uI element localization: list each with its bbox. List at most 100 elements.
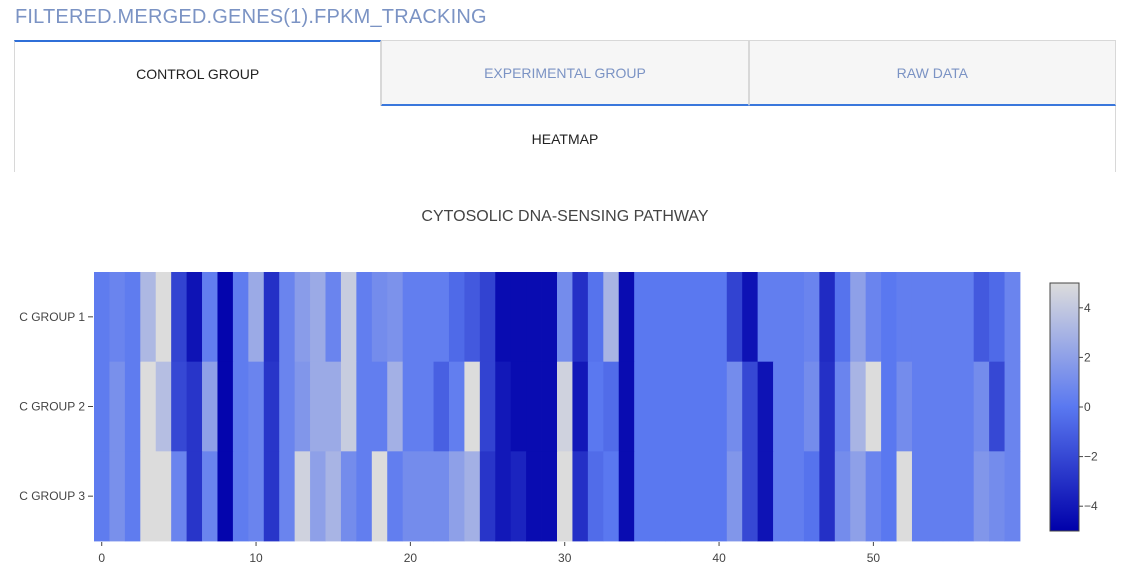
heatmap-cell: [634, 272, 650, 363]
heatmap-cell: [973, 451, 990, 542]
heatmap-cell: [557, 451, 573, 542]
heatmap-cell: [973, 272, 990, 363]
chart-title: CYTOSOLIC DNA-SENSING PATHWAY: [421, 208, 708, 225]
colorbar-tick-label: −2: [1084, 450, 1098, 464]
heatmap-cell: [263, 361, 280, 452]
heatmap-cell: [773, 451, 789, 542]
heatmap-cell: [94, 361, 110, 452]
y-tick-label: C GROUP 1: [19, 310, 85, 324]
heatmap-cell: [387, 361, 404, 452]
heatmap-cell: [526, 451, 542, 542]
heatmap-cell: [803, 451, 820, 542]
heatmap-cell: [911, 361, 928, 452]
heatmap-cell: [881, 361, 897, 452]
heatmap-cell: [418, 272, 434, 363]
heatmap-cell: [634, 451, 650, 542]
heatmap-cell: [788, 361, 805, 452]
heatmap-cell: [618, 451, 635, 542]
heatmap-cell: [1004, 272, 1021, 363]
x-tick-label: 10: [249, 551, 263, 565]
heatmap-cell: [155, 361, 172, 452]
heatmap-cell: [665, 361, 681, 452]
heatmap-cell: [942, 361, 959, 452]
heatmap-cell: [325, 451, 342, 542]
heatmap-cell: [140, 451, 157, 542]
heatmap-cell: [850, 451, 867, 542]
heatmap-cell: [1004, 451, 1021, 542]
heatmap-cell: [217, 361, 234, 452]
heatmap-cell: [726, 272, 743, 363]
heatmap-cell: [340, 451, 357, 542]
heatmap-cell: [726, 451, 743, 542]
heatmap-cell: [433, 451, 450, 542]
heatmap-cell: [927, 272, 944, 363]
colorbar-tick-label: 0: [1084, 400, 1091, 414]
heatmap-cell: [510, 272, 527, 363]
heatmap-cell: [587, 361, 604, 452]
x-tick-label: 50: [867, 551, 881, 565]
heatmap-cell: [572, 361, 589, 452]
heatmap-cell: [94, 451, 110, 542]
heatmap-cell: [896, 272, 913, 363]
heatmap-cell: [387, 451, 404, 542]
heatmap-cell: [202, 451, 218, 542]
heatmap-cell: [911, 272, 928, 363]
heatmap-cell: [217, 272, 234, 363]
heatmap-cell: [526, 272, 542, 363]
heatmap-cell: [788, 451, 805, 542]
heatmap-cell: [232, 272, 249, 363]
heatmap-cell: [881, 272, 897, 363]
heatmap-cell: [850, 361, 867, 452]
heatmap-cell: [418, 361, 434, 452]
tab-raw-data[interactable]: RAW DATA: [748, 40, 1116, 106]
file-title: FILTERED.MERGED.GENES(1).FPKM_TRACKING: [15, 6, 487, 28]
heatmap-cell: [603, 272, 620, 363]
heatmap-cell: [402, 272, 419, 363]
heatmap-cell: [186, 451, 203, 542]
heatmap-cell: [510, 451, 527, 542]
heatmap-cell: [356, 451, 373, 542]
heatmap-cell: [155, 272, 172, 363]
heatmap-cell: [757, 272, 774, 363]
heatmap-cell: [294, 361, 311, 452]
heatmap-cell: [109, 451, 126, 542]
heatmap-cell: [1004, 361, 1021, 452]
heatmap-cell: [989, 451, 1005, 542]
heatmap-cell: [263, 272, 280, 363]
heatmap-cell: [773, 361, 789, 452]
heatmap-cell: [665, 451, 681, 542]
heatmap-cell: [989, 361, 1005, 452]
heatmap-cell: [788, 272, 805, 363]
heatmap-cell: [958, 272, 975, 363]
heatmap-cell: [279, 451, 296, 542]
tab-control-group[interactable]: CONTROL GROUP: [14, 40, 382, 106]
heatmap-cell: [695, 451, 712, 542]
x-tick-label: 30: [558, 551, 572, 565]
heatmap-cell: [680, 451, 697, 542]
heatmap-cell: [448, 272, 465, 363]
heatmap-cell: [819, 361, 836, 452]
tab-heatmap[interactable]: HEATMAP: [531, 131, 599, 147]
heatmap-cell: [618, 272, 635, 363]
x-tick-label: 20: [404, 551, 418, 565]
heatmap-cell: [587, 272, 604, 363]
tab-experimental-group[interactable]: EXPERIMENTAL GROUP: [381, 40, 749, 106]
heatmap-cell: [649, 361, 666, 452]
heatmap-cell: [232, 451, 249, 542]
heatmap-cell: [325, 361, 342, 452]
heatmap-cell: [464, 272, 481, 363]
heatmap-cell: [371, 451, 388, 542]
heatmap-cell: [310, 451, 326, 542]
heatmap-cell: [371, 272, 388, 363]
heatmap-cell: [109, 272, 126, 363]
heatmap-cell: [279, 361, 296, 452]
heatmap-cell: [973, 361, 990, 452]
heatmap-cell: [819, 451, 836, 542]
group-tabs: CONTROL GROUP EXPERIMENTAL GROUP RAW DAT…: [14, 40, 1116, 106]
heatmap-cell: [958, 361, 975, 452]
heatmap-cell: [340, 272, 357, 363]
heatmap-cell: [495, 272, 512, 363]
heatmap-cell: [433, 272, 450, 363]
heatmap-cell: [248, 361, 265, 452]
